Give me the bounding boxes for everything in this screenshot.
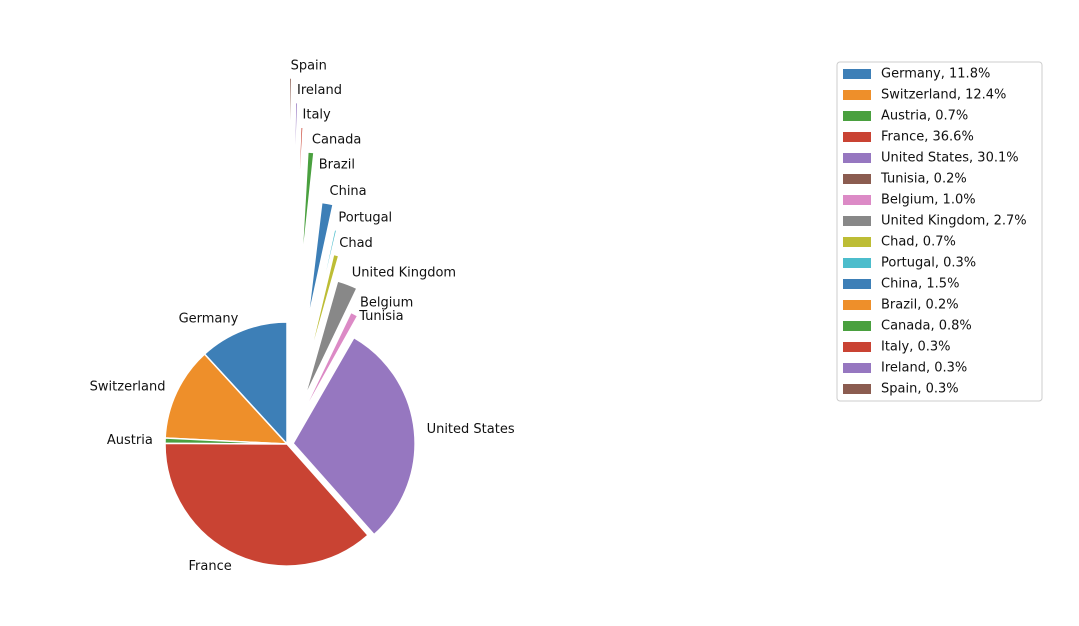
slice-label: United States: [427, 422, 515, 437]
pie-slice: [295, 126, 304, 250]
legend-swatch: [843, 342, 871, 352]
legend-swatch: [843, 216, 871, 226]
legend-label: Austria, 0.7%: [881, 109, 968, 124]
pie-slice: [300, 151, 315, 275]
legend-label: Germany, 11.8%: [881, 67, 990, 82]
slice-label: Tunisia: [358, 309, 403, 324]
legend-label: Italy, 0.3%: [881, 340, 951, 355]
legend-swatch: [843, 153, 871, 163]
legend-swatch: [843, 258, 871, 268]
pie-slice: [292, 326, 355, 435]
legend-label: Tunisia, 0.2%: [880, 172, 967, 187]
legend-label: Spain, 0.3%: [881, 382, 959, 397]
legend-label: United Kingdom, 2.7%: [881, 214, 1027, 229]
slice-label: Ireland: [297, 83, 342, 98]
legend-label: Canada, 0.8%: [881, 319, 972, 334]
legend-swatch: [843, 69, 871, 79]
legend-swatch: [843, 300, 871, 310]
pie-slice: [307, 228, 338, 350]
pie-slice: [203, 321, 288, 445]
pie-slice: [304, 253, 340, 374]
pie-slice: [306, 201, 334, 325]
legend-swatch: [843, 90, 871, 100]
legend-swatch: [843, 195, 871, 205]
slice-label: Chad: [339, 236, 373, 251]
pie-slice: [288, 77, 293, 201]
slice-label: Brazil: [319, 158, 355, 173]
legend-label: China, 1.5%: [881, 277, 959, 292]
legend-swatch: [843, 384, 871, 394]
legend-label: Switzerland, 12.4%: [881, 88, 1006, 103]
legend-label: United States, 30.1%: [881, 151, 1019, 166]
pie-slice: [164, 353, 288, 445]
legend-label: Portugal, 0.3%: [881, 256, 976, 271]
legend-swatch: [843, 132, 871, 142]
slice-label: United Kingdom: [352, 265, 456, 280]
legend-label: Chad, 0.7%: [881, 235, 956, 250]
slice-label: France: [188, 559, 231, 574]
legend-swatch: [843, 363, 871, 373]
legend-label: Ireland, 0.3%: [881, 361, 967, 376]
pie-slice: [164, 442, 369, 567]
legend-swatch: [843, 279, 871, 289]
legend-swatch: [843, 111, 871, 121]
pie-slice: [302, 176, 319, 300]
pie-slice: [303, 280, 358, 400]
slice-label: Canada: [312, 133, 361, 148]
legend-label: France, 36.6%: [881, 130, 974, 145]
pie-slice: [292, 336, 416, 536]
slice-label: Switzerland: [90, 379, 166, 394]
slice-label: China: [330, 184, 367, 199]
legend-swatch: [843, 321, 871, 331]
pie-slice: [292, 101, 299, 226]
legend-label: Belgium, 1.0%: [881, 193, 976, 208]
legend-label: Brazil, 0.2%: [881, 298, 959, 313]
legend-swatch: [843, 237, 871, 247]
slice-label: Austria: [107, 433, 153, 448]
slice-label: Belgium: [360, 296, 413, 311]
legend-swatch: [843, 174, 871, 184]
slice-label: Germany: [179, 311, 239, 326]
slice-label: Spain: [291, 58, 327, 73]
pie-slice: [297, 311, 359, 424]
legend-box: [836, 61, 1043, 402]
slice-label: Italy: [303, 107, 332, 122]
slice-label: Portugal: [338, 210, 392, 225]
